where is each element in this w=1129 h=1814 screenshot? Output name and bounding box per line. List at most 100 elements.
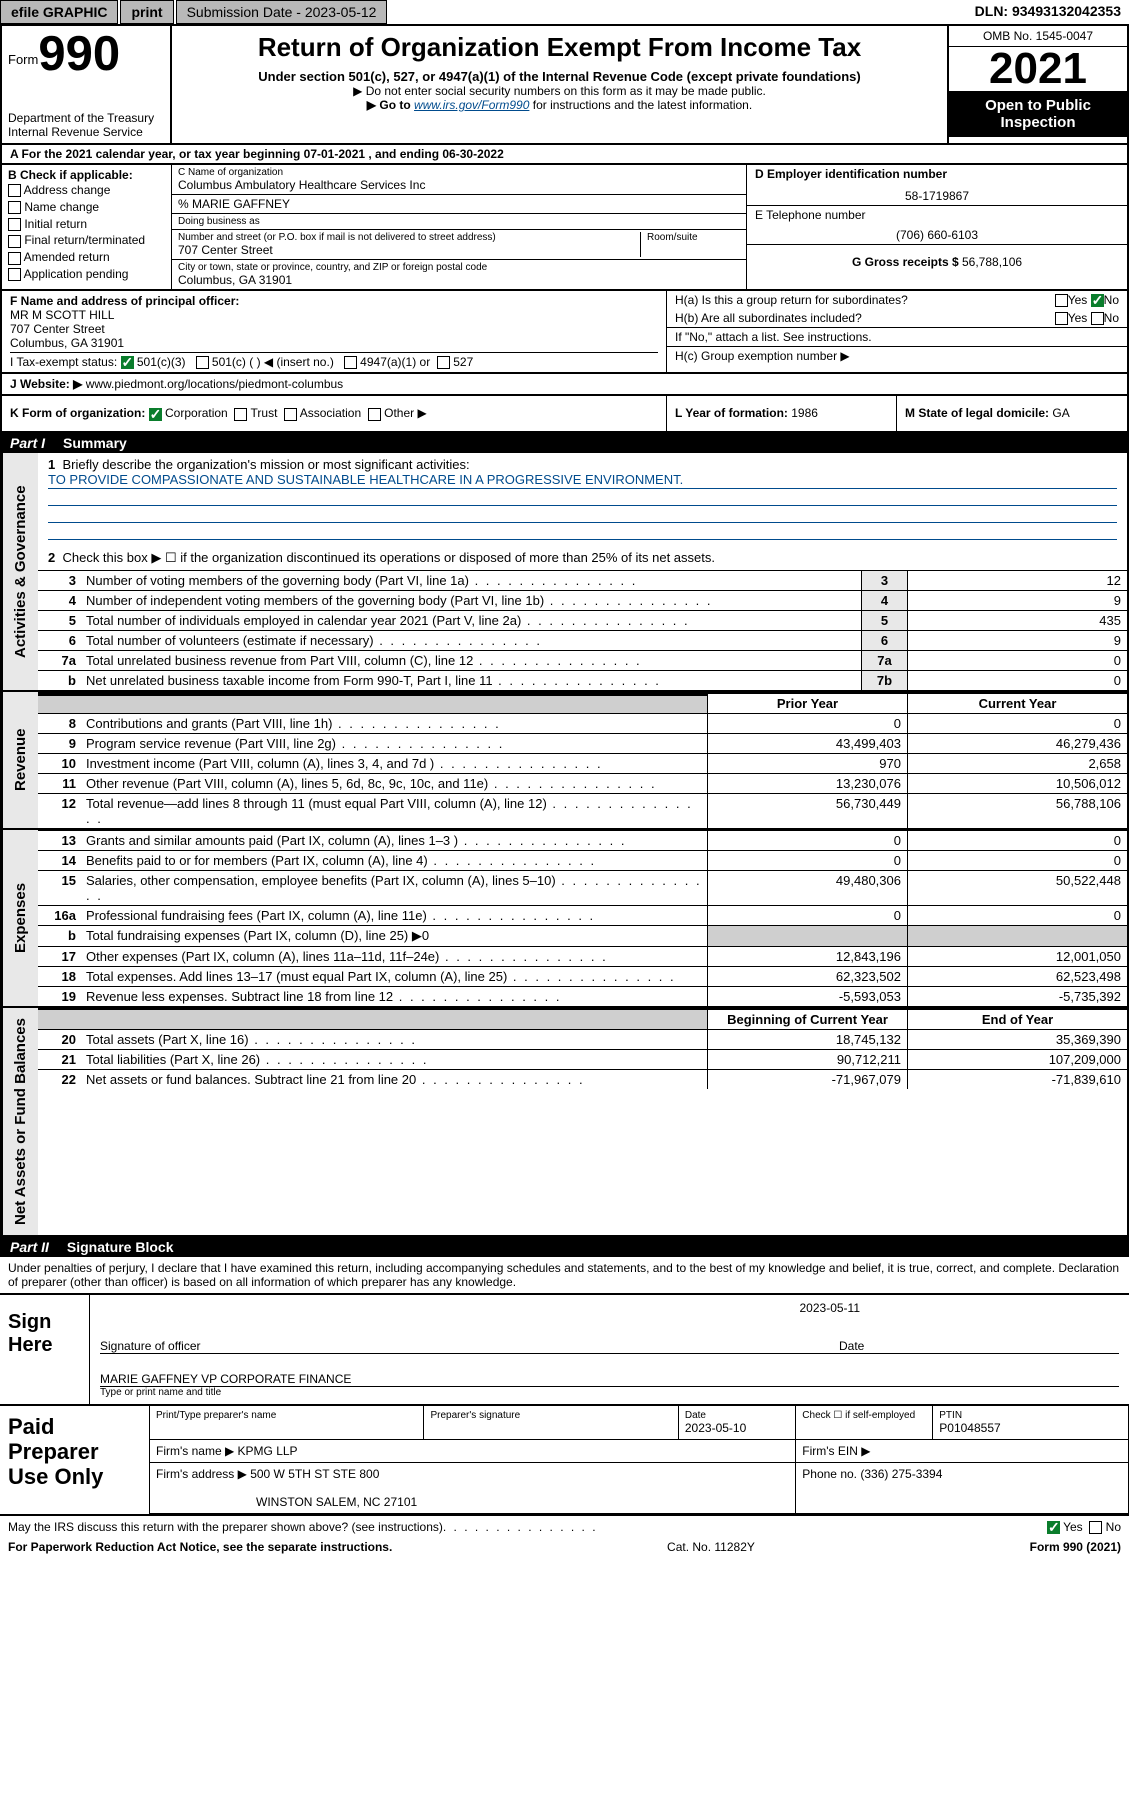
chk-501c[interactable] — [196, 356, 209, 369]
table-row: 20 Total assets (Part X, line 16) 18,745… — [38, 1029, 1127, 1049]
city-state-zip: Columbus, GA 31901 — [178, 273, 740, 287]
form-number: 990 — [38, 27, 120, 81]
topbar: efile GRAPHIC print Submission Date - 20… — [0, 0, 1129, 26]
officer-street: 707 Center Street — [10, 322, 105, 336]
efile-button[interactable]: efile GRAPHIC — [0, 0, 118, 24]
tab-governance: Activities & Governance — [2, 453, 38, 690]
cat-no: Cat. No. 11282Y — [667, 1540, 755, 1554]
irs-label: Internal Revenue Service — [8, 125, 164, 139]
firm-addr2: WINSTON SALEM, NC 27101 — [256, 1495, 417, 1509]
header-right: OMB No. 1545-0047 2021 Open to Public In… — [947, 26, 1127, 143]
table-row: 4 Number of independent voting members o… — [38, 590, 1127, 610]
table-row: 12 Total revenue—add lines 8 through 11 … — [38, 793, 1127, 828]
prep-date: 2023-05-10 — [685, 1421, 789, 1435]
firm-addr1: 500 W 5TH ST STE 800 — [250, 1467, 379, 1481]
tab-revenue: Revenue — [2, 692, 38, 828]
row-i: I Tax-exempt status: 501(c)(3) 501(c) ( … — [10, 352, 658, 369]
irs-link[interactable]: www.irs.gov/Form990 — [414, 98, 529, 112]
chk-501c3[interactable] — [121, 356, 134, 369]
chk-trust[interactable] — [234, 408, 247, 421]
state-domicile: GA — [1052, 406, 1069, 420]
firm-ein-label: Firm's EIN ▶ — [802, 1444, 870, 1458]
care-of: % MARIE GAFFNEY — [172, 195, 746, 214]
note-goto: ▶ Go to www.irs.gov/Form990 for instruct… — [182, 98, 937, 112]
sign-here-label: Sign Here — [0, 1295, 90, 1404]
table-row: 10 Investment income (Part VIII, column … — [38, 753, 1127, 773]
chk-final[interactable]: Final return/terminated — [8, 232, 165, 249]
dept-treasury: Department of the Treasury — [8, 111, 164, 125]
ein: 58-1719867 — [755, 189, 1119, 203]
mission-text: TO PROVIDE COMPASSIONATE AND SUSTAINABLE… — [48, 472, 1117, 489]
org-name: Columbus Ambulatory Healthcare Services … — [178, 178, 740, 192]
telephone: (706) 660-6103 — [755, 228, 1119, 242]
gross-receipts: 56,788,106 — [962, 255, 1022, 269]
chk-address[interactable]: Address change — [8, 182, 165, 199]
table-row: 21 Total liabilities (Part X, line 26) 9… — [38, 1049, 1127, 1069]
type-print-label: Type or print name and title — [100, 1386, 1119, 1398]
hdr-prior-current: Prior Year Current Year — [38, 692, 1127, 713]
firm-phone: (336) 275-3394 — [860, 1467, 942, 1481]
table-row: 18 Total expenses. Add lines 13–17 (must… — [38, 966, 1127, 986]
chk-amended[interactable]: Amended return — [8, 249, 165, 266]
chk-other[interactable] — [368, 408, 381, 421]
form-header: Form990 Department of the Treasury Inter… — [0, 26, 1129, 145]
website[interactable]: www.piedmont.org/locations/piedmont-colu… — [86, 377, 343, 391]
table-row: 3 Number of voting members of the govern… — [38, 570, 1127, 590]
street-address: 707 Center Street — [178, 243, 640, 257]
table-row: 17 Other expenses (Part IX, column (A), … — [38, 946, 1127, 966]
table-row: 19 Revenue less expenses. Subtract line … — [38, 986, 1127, 1006]
paid-preparer-block: Paid Preparer Use Only Print/Type prepar… — [0, 1406, 1129, 1516]
chk-app-pending[interactable]: Application pending — [8, 266, 165, 283]
section-revenue: Revenue Prior Year Current Year 8 Contri… — [0, 692, 1129, 830]
table-row: 5 Total number of individuals employed i… — [38, 610, 1127, 630]
table-row: 16a Professional fundraising fees (Part … — [38, 905, 1127, 925]
block-bcdg: B Check if applicable: Address change Na… — [0, 165, 1129, 291]
table-row: b Total fundraising expenses (Part IX, c… — [38, 925, 1127, 946]
col-right-deg: D Employer identification number 58-1719… — [747, 165, 1127, 289]
dln: DLN: 93493132042353 — [967, 0, 1129, 24]
penalty-text: Under penalties of perjury, I declare th… — [0, 1257, 1129, 1295]
sig-officer-label: Signature of officer — [100, 1339, 839, 1353]
table-row: 13 Grants and similar amounts paid (Part… — [38, 830, 1127, 850]
h-b: H(b) Are all subordinates included? Yes … — [667, 309, 1127, 327]
chk-4947[interactable] — [344, 356, 357, 369]
print-button[interactable]: print — [120, 0, 173, 24]
tax-year: 2021 — [949, 47, 1127, 91]
col-b-checkboxes: B Check if applicable: Address change Na… — [2, 165, 172, 289]
chk-527[interactable] — [437, 356, 450, 369]
table-row: 15 Salaries, other compensation, employe… — [38, 870, 1127, 905]
chk-assoc[interactable] — [284, 408, 297, 421]
date-label: Date — [839, 1339, 1119, 1353]
col-c-org: C Name of organization Columbus Ambulato… — [172, 165, 747, 289]
h-b-note: If "No," attach a list. See instructions… — [667, 327, 1127, 346]
part1-bar: Part I Summary — [0, 433, 1129, 453]
row-a-period: A For the 2021 calendar year, or tax yea… — [0, 145, 1129, 165]
chk-initial[interactable]: Initial return — [8, 216, 165, 233]
section-governance: Activities & Governance 1 Briefly descri… — [0, 453, 1129, 692]
officer-name: MR M SCOTT HILL — [10, 308, 114, 322]
ptin: P01048557 — [939, 1421, 1122, 1435]
row-klm: K Form of organization: Corporation Trus… — [0, 396, 1129, 432]
footer-bottom: For Paperwork Reduction Act Notice, see … — [0, 1538, 1129, 1564]
table-row: 7a Total unrelated business revenue from… — [38, 650, 1127, 670]
chk-discuss-no[interactable] — [1089, 1521, 1102, 1534]
table-row: 22 Net assets or fund balances. Subtract… — [38, 1069, 1127, 1089]
table-row: 9 Program service revenue (Part VIII, li… — [38, 733, 1127, 753]
room-suite: Room/suite — [640, 232, 740, 257]
header-left: Form990 Department of the Treasury Inter… — [2, 26, 172, 143]
tab-expenses: Expenses — [2, 830, 38, 1006]
dba-label: Doing business as — [172, 214, 746, 230]
year-formation: 1986 — [791, 406, 818, 420]
table-row: 6 Total number of volunteers (estimate i… — [38, 630, 1127, 650]
part2-bar: Part II Signature Block — [0, 1237, 1129, 1257]
header-center: Return of Organization Exempt From Incom… — [172, 26, 947, 143]
note-ssn: ▶ Do not enter social security numbers o… — [182, 84, 937, 98]
footer-discuss: May the IRS discuss this return with the… — [0, 1516, 1129, 1538]
chk-corp[interactable] — [149, 408, 162, 421]
table-row: b Net unrelated business taxable income … — [38, 670, 1127, 690]
chk-discuss-yes[interactable] — [1047, 1521, 1060, 1534]
form-ref: Form 990 (2021) — [1030, 1540, 1121, 1554]
table-row: 14 Benefits paid to or for members (Part… — [38, 850, 1127, 870]
chk-name[interactable]: Name change — [8, 199, 165, 216]
section-expenses: Expenses 13 Grants and similar amounts p… — [0, 830, 1129, 1008]
